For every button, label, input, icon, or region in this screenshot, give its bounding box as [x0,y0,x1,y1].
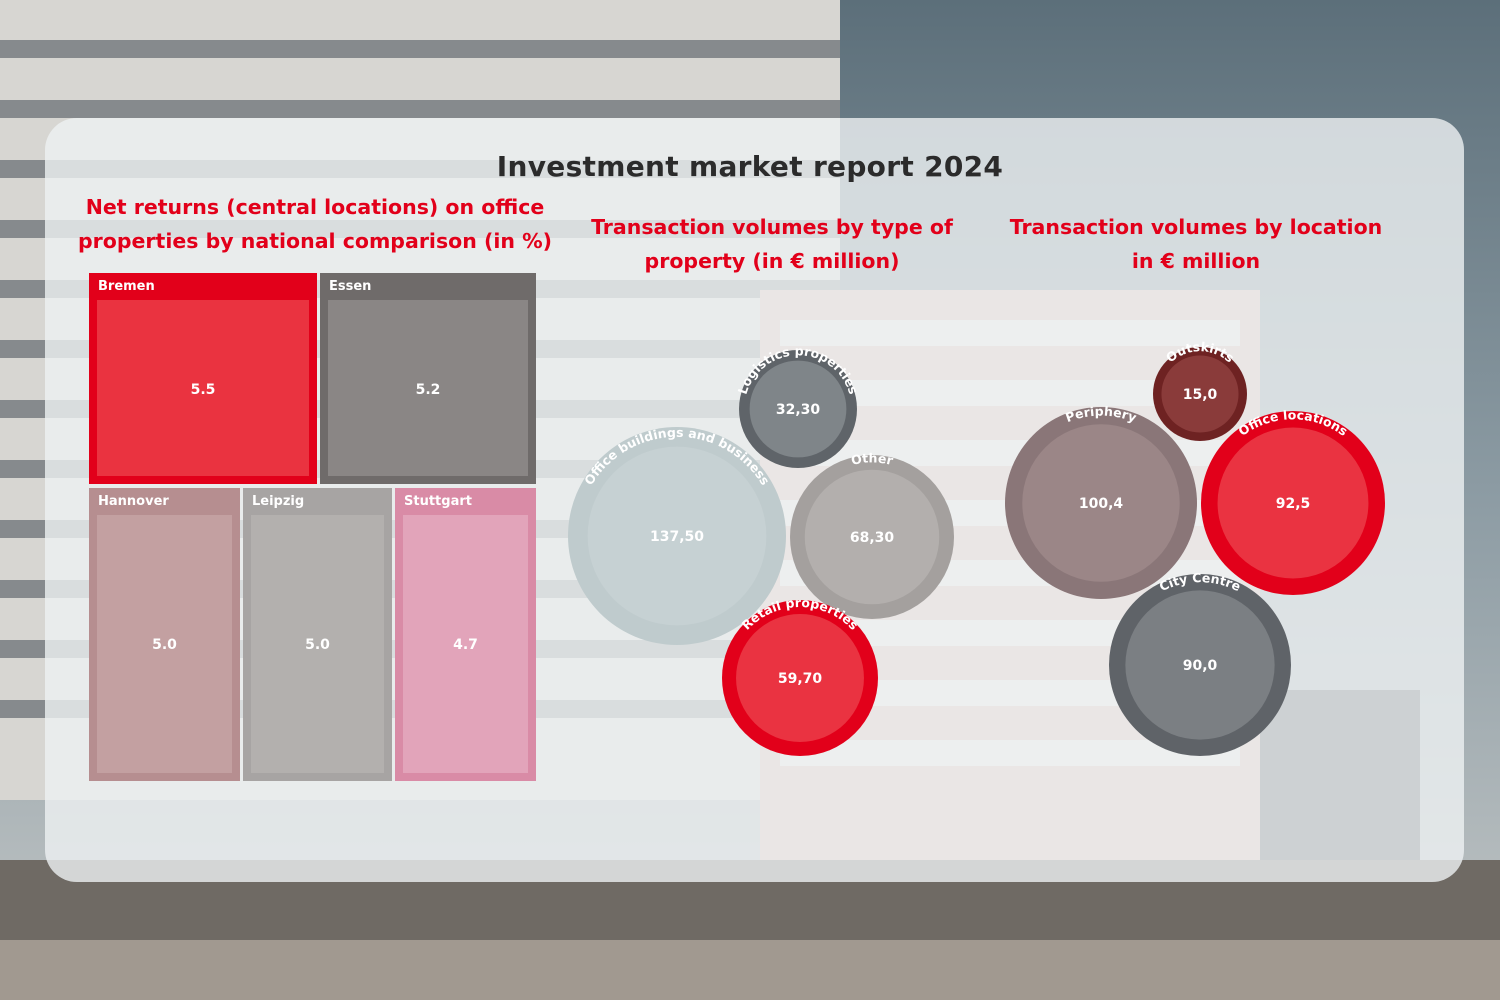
tile-essen-fill [328,300,528,476]
tile-bremen: Bremen 5.5 [89,273,317,484]
tile-bremen-fill [97,300,309,476]
bubble-retail-properties-value: 59,70 [778,671,823,687]
bubble-logistics-properties-value: 32,30 [776,402,821,418]
report-title: Investment market report 2024 [496,150,1004,183]
tile-essen-value: 5.2 [415,382,441,398]
net-returns-title: Net returns (central locations) on offic… [77,195,553,253]
bubble-office-locations-value: 92,5 [1276,496,1311,512]
tile-essen: Essen 5.2 [320,273,536,484]
bubble-outskirts-inner [1161,355,1239,433]
property-type-title: Transaction volumes by type of property … [591,215,953,273]
bubble-outskirts-value: 15,0 [1183,387,1218,403]
tile-bremen-value: 5.5 [190,382,216,398]
bubble-other-inner [804,469,940,605]
bubble-periphery-label: Periphery [1063,404,1138,426]
tile-bremen-label: Bremen [98,279,155,294]
bubble-office-buildings-and-business-value: 137,50 [650,529,704,545]
bubble-periphery-value: 100,4 [1079,496,1124,512]
tile-hannover-fill [97,515,232,773]
tile-leipzig-value: 5.0 [305,637,330,653]
bubble-city-centre-inner [1125,590,1275,740]
location-title: Transaction volumes by location in € mil… [1009,215,1383,273]
bubble-periphery-inner [1022,424,1180,582]
tile-hannover-value: 5.0 [152,637,177,653]
bubble-office-buildings-and-business-inner [587,446,767,626]
bubble-city-centre-value: 90,0 [1183,658,1218,674]
tile-leipzig-label: Leipzig [252,494,305,509]
tile-essen-label: Essen [329,279,372,294]
bubble-office-locations-inner [1217,427,1369,579]
bubble-logistics-properties-inner [749,360,847,458]
tile-stuttgart: Stuttgart 4.7 [395,488,536,781]
tile-leipzig: Leipzig 5.0 [243,488,392,781]
bubble-other-value: 68,30 [850,530,895,546]
tile-stuttgart-fill [403,515,528,773]
tile-stuttgart-value: 4.7 [453,637,478,653]
tile-hannover: Hannover 5.0 [89,488,240,781]
tile-stuttgart-label: Stuttgart [404,494,472,509]
bubble-retail-properties-inner [736,614,864,742]
tile-leipzig-fill [251,515,384,773]
tile-hannover-label: Hannover [98,494,169,509]
